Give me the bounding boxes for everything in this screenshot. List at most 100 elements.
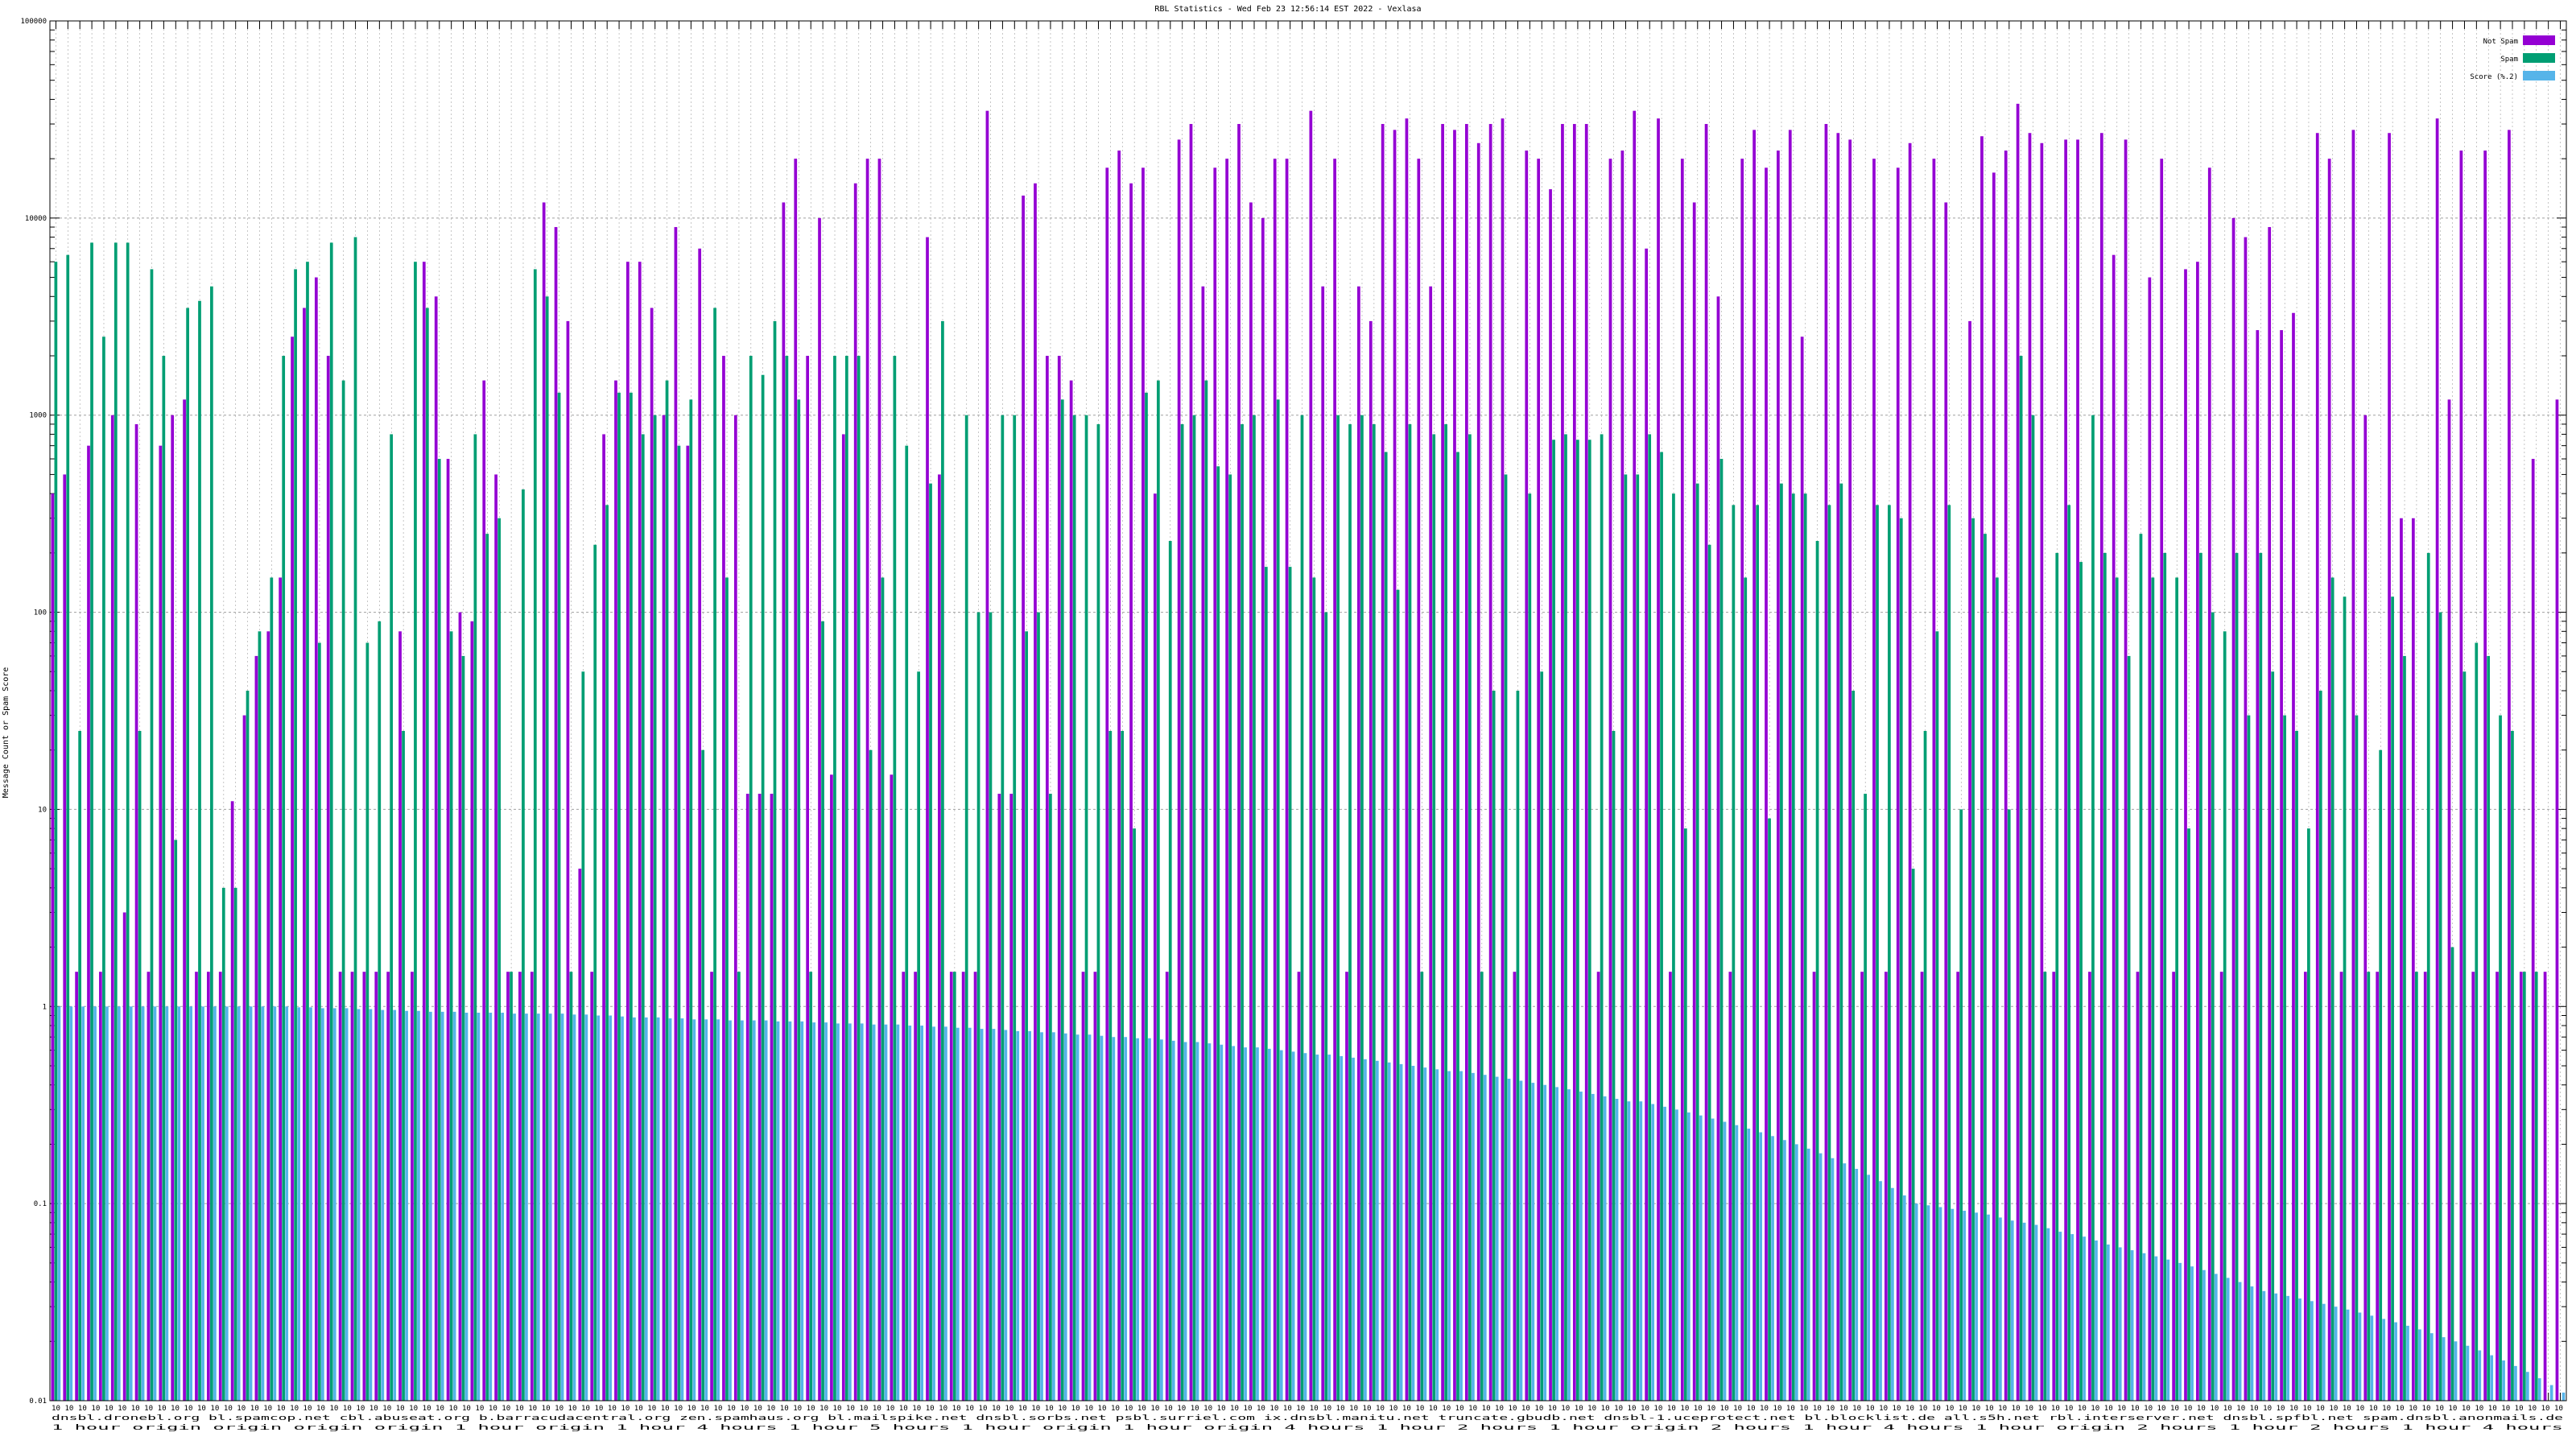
bar-not-spam xyxy=(1393,130,1397,1401)
bar-score xyxy=(2058,1232,2062,1401)
bar-not-spam xyxy=(2172,972,2175,1401)
bar-score xyxy=(1843,1163,1847,1401)
bar-not-spam xyxy=(1777,151,1780,1402)
bar-spam xyxy=(737,972,741,1401)
bar-spam xyxy=(1348,423,1352,1401)
bar-not-spam xyxy=(1680,159,1684,1401)
bar-spam xyxy=(425,308,429,1401)
bar-spam xyxy=(1241,423,1244,1401)
bar-spam xyxy=(1683,828,1687,1401)
bar-not-spam xyxy=(1716,296,1720,1401)
bar-spam xyxy=(2414,972,2418,1401)
bar-spam xyxy=(1636,474,1640,1402)
bar-score xyxy=(1975,1212,1978,1401)
bar-spam xyxy=(701,749,705,1401)
bar-spam xyxy=(952,972,956,1401)
bar-score xyxy=(1891,1187,1894,1401)
bar-score xyxy=(2118,1247,2122,1401)
bar-spam xyxy=(1803,493,1807,1401)
bar-not-spam xyxy=(1488,124,1492,1401)
bar-score xyxy=(1794,1144,1798,1401)
legend-swatch xyxy=(2523,71,2555,80)
bar-score xyxy=(872,1024,876,1401)
bar-score xyxy=(1651,1104,1655,1401)
bar-not-spam xyxy=(279,577,283,1401)
bar-not-spam xyxy=(1860,972,1864,1401)
bar-score xyxy=(1926,1205,1930,1401)
bar-not-spam xyxy=(1572,124,1576,1401)
bar-spam xyxy=(1876,505,1879,1401)
bar-score xyxy=(129,1006,133,1401)
bar-not-spam xyxy=(303,308,306,1401)
bar-not-spam xyxy=(110,415,114,1401)
bar-spam xyxy=(1587,440,1591,1402)
bar-score xyxy=(57,1006,61,1401)
bar-score xyxy=(729,1020,732,1401)
bar-score xyxy=(1543,1084,1547,1401)
bar-score xyxy=(332,1008,336,1401)
bar-not-spam xyxy=(326,356,330,1402)
bar-score xyxy=(1914,1203,1918,1401)
bar-score xyxy=(656,1017,660,1401)
bar-spam xyxy=(1096,423,1100,1401)
bar-spam xyxy=(210,286,213,1402)
bar-not-spam xyxy=(183,399,186,1402)
bar-not-spam xyxy=(2148,277,2152,1401)
bar-spam xyxy=(677,445,681,1402)
bar-score xyxy=(2274,1293,2278,1401)
bar-not-spam xyxy=(961,972,965,1401)
bar-spam xyxy=(2499,715,2502,1401)
bar-not-spam xyxy=(1525,151,1529,1402)
bar-spam xyxy=(809,972,813,1401)
bar-not-spam xyxy=(590,972,594,1401)
bar-spam xyxy=(485,534,489,1401)
bar-spam xyxy=(1756,505,1759,1401)
bar-score xyxy=(141,1006,145,1401)
bar-spam xyxy=(2175,577,2178,1401)
bar-spam xyxy=(1156,380,1160,1402)
bar-not-spam xyxy=(1189,124,1193,1401)
bar-score xyxy=(1699,1115,1703,1401)
bar-spam xyxy=(1456,452,1459,1401)
bar-spam xyxy=(1791,493,1795,1401)
bar-not-spam xyxy=(2004,151,2008,1402)
bar-score xyxy=(704,1019,708,1401)
bar-spam xyxy=(1971,518,1975,1401)
bar-spam xyxy=(976,612,980,1401)
bar-not-spam xyxy=(2064,139,2068,1401)
bar-not-spam xyxy=(2555,399,2559,1402)
bar-spam xyxy=(2426,552,2430,1401)
bar-not-spam xyxy=(1728,972,1732,1401)
bar-score xyxy=(321,1008,324,1401)
bar-not-spam xyxy=(122,912,126,1401)
bar-score xyxy=(2322,1303,2326,1401)
bar-not-spam xyxy=(1417,159,1421,1401)
bar-spam xyxy=(1947,505,1951,1401)
bar-score xyxy=(1267,1048,1271,1401)
bar-spam xyxy=(221,887,225,1401)
bar-score xyxy=(1627,1101,1631,1401)
bar-not-spam xyxy=(147,972,151,1401)
bar-score xyxy=(1507,1079,1511,1401)
bar-score xyxy=(2502,1360,2505,1401)
bar-not-spam xyxy=(1321,286,1325,1402)
bar-score xyxy=(2286,1295,2289,1401)
y-tick-label: 10000 xyxy=(25,215,47,223)
bar-not-spam xyxy=(722,356,725,1402)
bar-not-spam xyxy=(1177,139,1181,1401)
bar-score xyxy=(1327,1055,1331,1401)
bar-not-spam xyxy=(2543,972,2547,1401)
bar-score xyxy=(1495,1076,1499,1401)
bar-not-spam xyxy=(2508,130,2511,1401)
bar-score xyxy=(237,1006,241,1401)
bar-not-spam xyxy=(698,248,702,1401)
bar-score xyxy=(2525,1372,2529,1401)
bar-score xyxy=(2190,1266,2194,1401)
bar-not-spam xyxy=(830,774,833,1401)
bar-spam xyxy=(1672,493,1675,1401)
bar-spam xyxy=(1768,818,1771,1401)
bar-score xyxy=(1148,1038,1151,1401)
bar-not-spam xyxy=(1956,972,1960,1401)
bar-not-spam xyxy=(1357,286,1360,1402)
